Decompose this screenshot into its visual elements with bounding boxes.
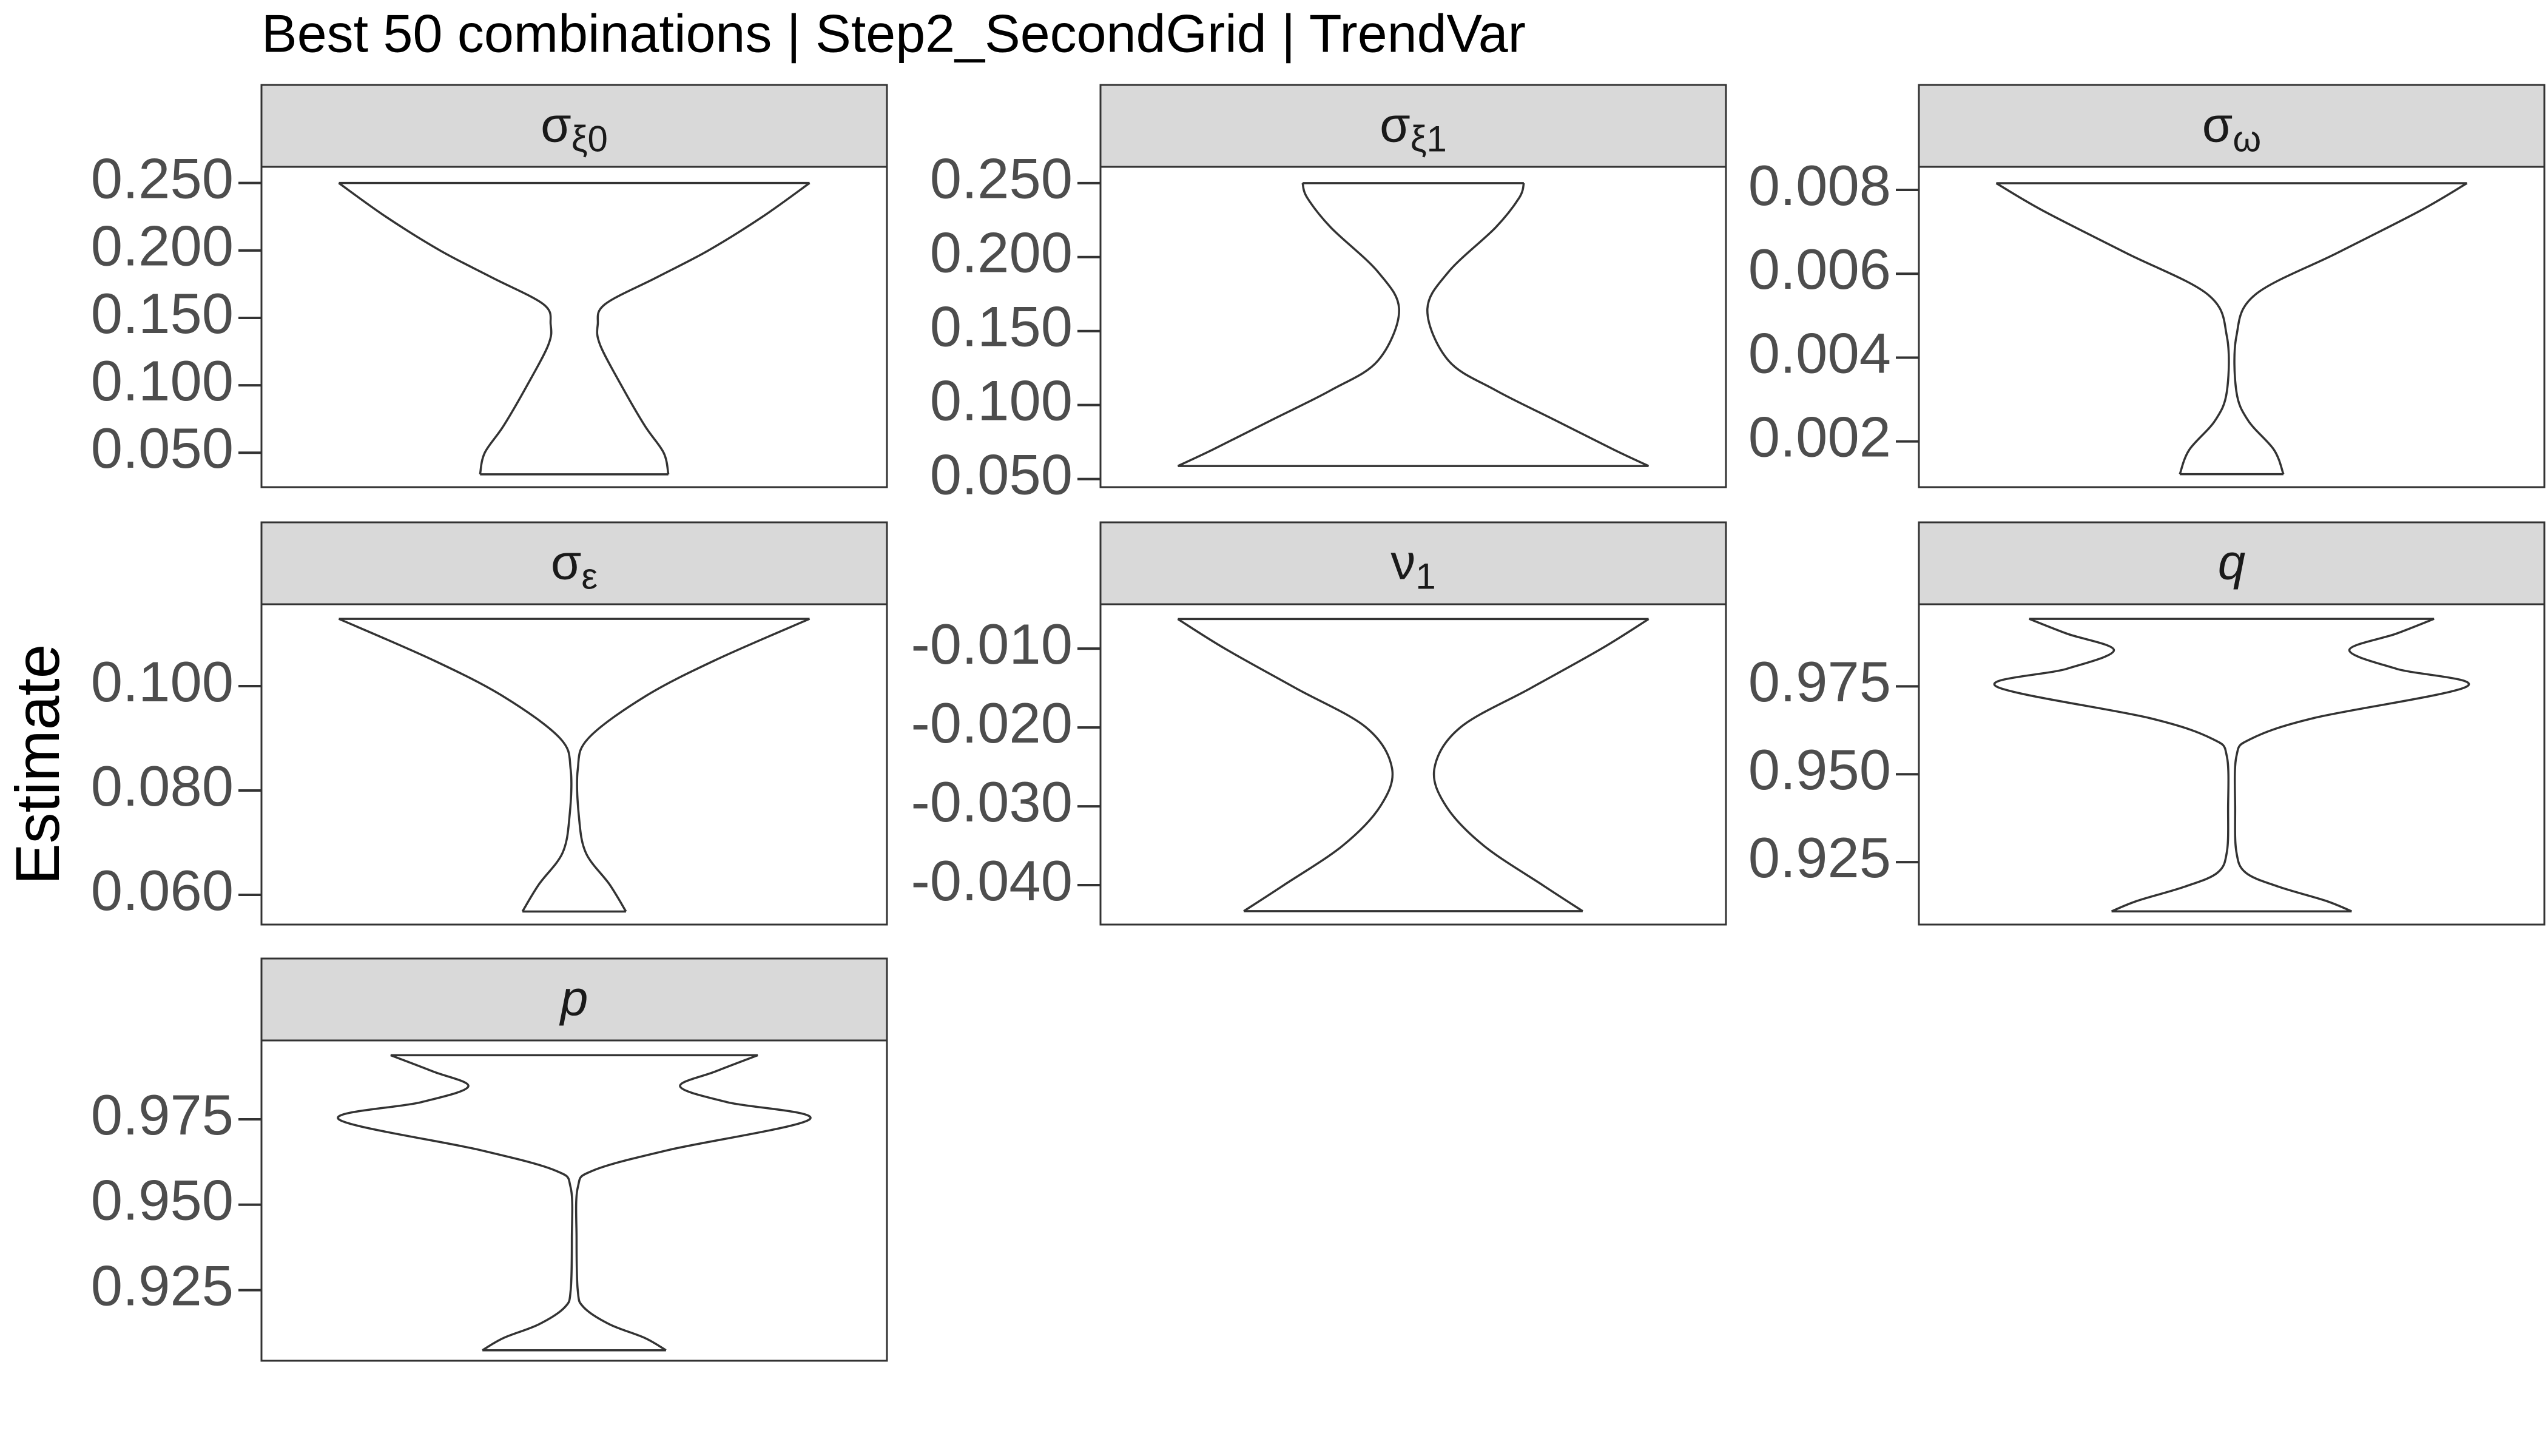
facet-strip	[260, 84, 888, 168]
violin-right	[575, 1054, 812, 1352]
y-tick-label: -0.040	[911, 849, 1073, 912]
violin-right	[576, 618, 811, 912]
panel	[1099, 603, 1727, 926]
facet-label: ν1	[1390, 534, 1435, 596]
violin-right	[1432, 618, 1650, 912]
y-tick-label: 0.950	[1748, 738, 1891, 801]
y-tick-label: 0.008	[1748, 153, 1891, 217]
facet-strip	[1918, 521, 2546, 605]
violin-right	[596, 182, 811, 475]
y-tick-label: 0.100	[91, 349, 234, 413]
y-tick-label: 0.975	[91, 1083, 234, 1147]
facet-strip	[260, 521, 888, 605]
facet-label: σξ0	[541, 97, 608, 159]
y-tick-label: 0.050	[91, 416, 234, 480]
facet-label-symbol: p	[559, 971, 588, 1026]
y-tick-label: 0.150	[91, 281, 234, 345]
y-tick-label: 0.080	[91, 754, 234, 818]
facet-label: σε	[551, 534, 598, 596]
y-tick-label: 0.250	[930, 147, 1073, 211]
y-tick-label: 0.100	[930, 368, 1073, 432]
y-tick-label: 0.150	[930, 295, 1073, 359]
facet-label: q	[2218, 534, 2246, 590]
y-tick-label: 0.002	[1748, 405, 1891, 468]
violin-left	[338, 618, 573, 912]
facet-label-symbol: q	[2218, 534, 2246, 590]
y-tick-label: 0.004	[1748, 321, 1891, 385]
y-tick-label: 0.100	[91, 650, 234, 713]
panel	[1099, 166, 1727, 488]
facet-strip	[1099, 84, 1727, 168]
y-tick-label: 0.250	[91, 147, 234, 211]
violin-left	[337, 1054, 574, 1352]
y-tick-label: 0.925	[1748, 826, 1891, 889]
violin-left	[338, 182, 553, 475]
violin-right	[2233, 182, 2468, 475]
facet-label: σω	[2202, 97, 2261, 159]
y-tick-label: 0.950	[91, 1168, 234, 1232]
y-tick-label: 0.975	[1748, 650, 1891, 713]
y-tick-label: 0.925	[91, 1253, 234, 1317]
violin-left	[1995, 182, 2230, 475]
facet-strip	[1918, 84, 2546, 168]
facet-label: σξ1	[1380, 97, 1447, 159]
facet-label-subscript: ξ1	[1410, 118, 1447, 159]
panel	[260, 166, 888, 488]
facet-label-subscript: ε	[581, 556, 598, 596]
facet-label: p	[559, 971, 588, 1026]
y-tick-label: 0.200	[930, 221, 1073, 285]
facet-label-symbol: σ	[2202, 97, 2233, 152]
y-tick-label: 0.060	[91, 858, 234, 922]
y-axis-label: Estimate	[3, 644, 72, 885]
y-tick-label: 0.006	[1748, 237, 1891, 301]
panel	[1918, 166, 2546, 488]
facet-label-subscript: ω	[2233, 118, 2261, 159]
panel	[1918, 603, 2546, 926]
y-tick-label: -0.010	[911, 612, 1073, 676]
violin-right	[1426, 183, 1650, 467]
facet-label-symbol: σ	[541, 97, 571, 152]
violin-left	[1993, 618, 2230, 912]
y-tick-label: 0.200	[91, 214, 234, 278]
facet-label-subscript: ξ0	[571, 118, 608, 159]
facet-strip	[260, 957, 888, 1042]
violin-right	[2233, 618, 2470, 912]
facet-strip	[1099, 521, 1727, 605]
panel	[260, 603, 888, 926]
facet-label-symbol: σ	[1380, 97, 1410, 152]
y-tick-label: -0.020	[911, 691, 1073, 755]
facet-label-subscript: 1	[1415, 556, 1435, 596]
violin-left	[1177, 618, 1394, 912]
y-tick-label: -0.030	[911, 770, 1073, 834]
violin-left	[1177, 183, 1400, 467]
chart-title: Best 50 combinations | Step2_SecondGrid …	[261, 3, 1526, 63]
y-tick-label: 0.050	[930, 442, 1073, 506]
facet-label-symbol: σ	[551, 534, 582, 590]
facet-label-symbol: ν	[1390, 534, 1415, 590]
panel	[260, 1039, 888, 1362]
